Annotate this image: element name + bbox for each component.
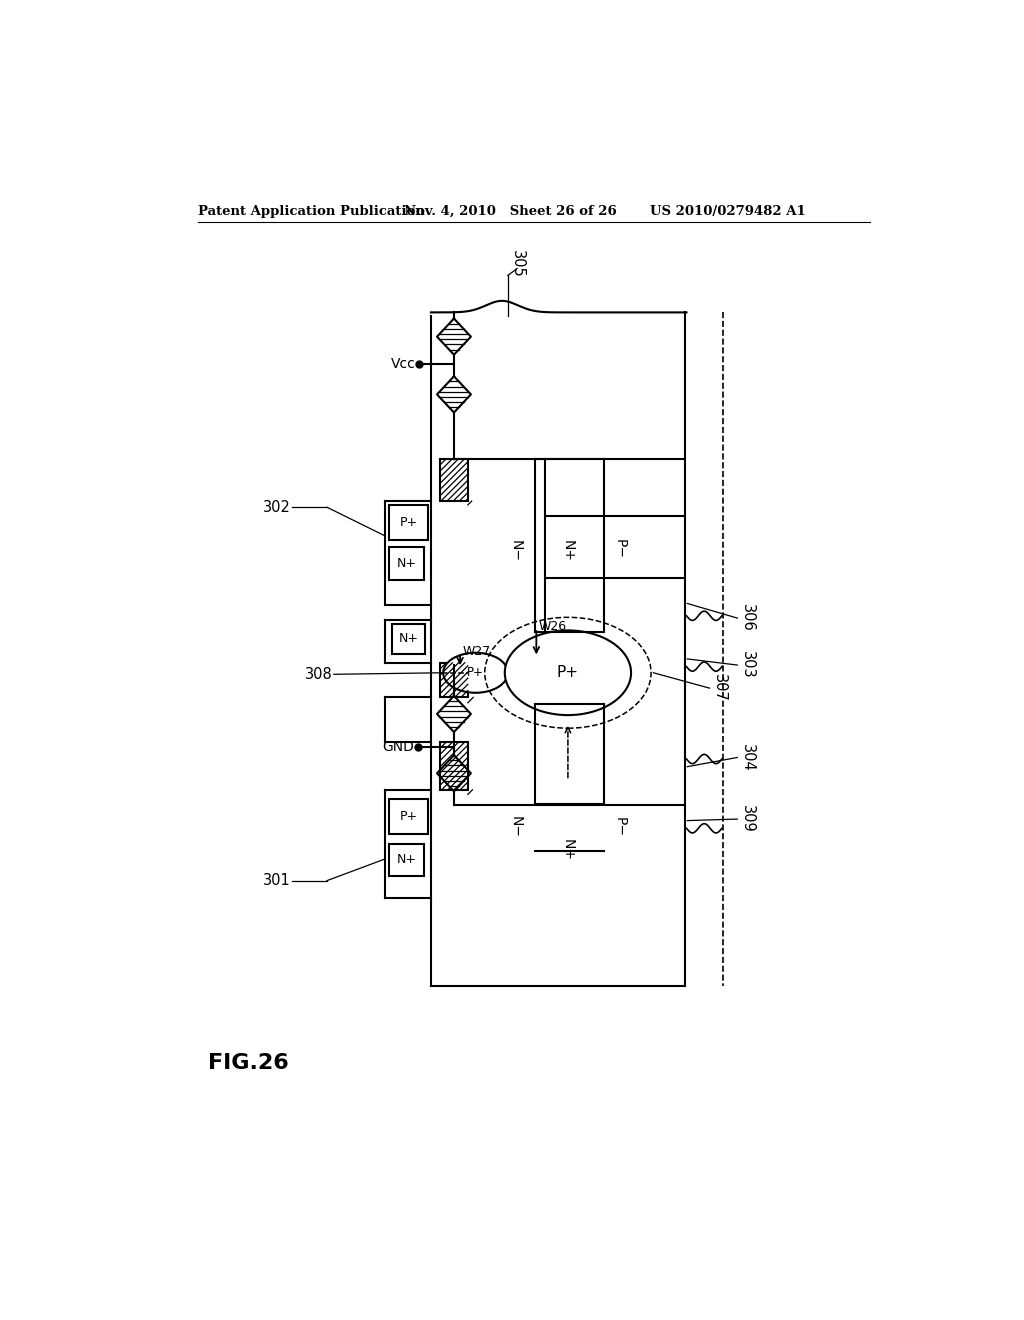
Text: 306: 306 [740, 605, 756, 632]
Text: N+: N+ [561, 540, 574, 562]
Bar [440, 459, 468, 502]
Text: N+: N+ [399, 632, 419, 645]
Text: N−: N− [509, 540, 522, 562]
Text: N+: N+ [396, 853, 417, 866]
Text: 304: 304 [740, 743, 756, 771]
Text: 308: 308 [304, 667, 333, 682]
Text: Patent Application Publication: Patent Application Publication [199, 205, 425, 218]
Text: 301: 301 [263, 873, 291, 888]
Text: W27: W27 [463, 644, 490, 657]
Text: Vcc: Vcc [391, 356, 416, 371]
Text: 303: 303 [740, 651, 756, 678]
Text: P+: P+ [557, 665, 579, 680]
Text: P+: P+ [399, 810, 418, 822]
Text: 302: 302 [263, 500, 291, 515]
Ellipse shape [505, 631, 631, 715]
Bar [440, 663, 468, 697]
Text: GND: GND [382, 741, 414, 755]
Text: N+: N+ [396, 557, 417, 570]
Text: 307: 307 [712, 675, 727, 702]
Text: N−: N− [509, 816, 522, 838]
Text: N+: N+ [561, 840, 574, 861]
Bar [440, 742, 468, 789]
Text: FIG.26: FIG.26 [208, 1053, 289, 1073]
Text: 309: 309 [740, 805, 756, 833]
Bar [389, 843, 424, 876]
Text: US 2010/0279482 A1: US 2010/0279482 A1 [650, 205, 806, 218]
Text: 305: 305 [510, 249, 524, 277]
Text: P−: P− [612, 539, 627, 558]
Bar [389, 548, 424, 579]
Text: Nov. 4, 2010   Sheet 26 of 26: Nov. 4, 2010 Sheet 26 of 26 [403, 205, 616, 218]
Bar [392, 624, 425, 653]
Text: P+: P+ [467, 667, 484, 680]
Text: P−: P− [612, 817, 627, 837]
Ellipse shape [443, 653, 508, 693]
Text: W26: W26 [539, 620, 567, 634]
Bar [389, 799, 428, 834]
Bar [389, 506, 428, 540]
Text: P+: P+ [399, 516, 418, 529]
